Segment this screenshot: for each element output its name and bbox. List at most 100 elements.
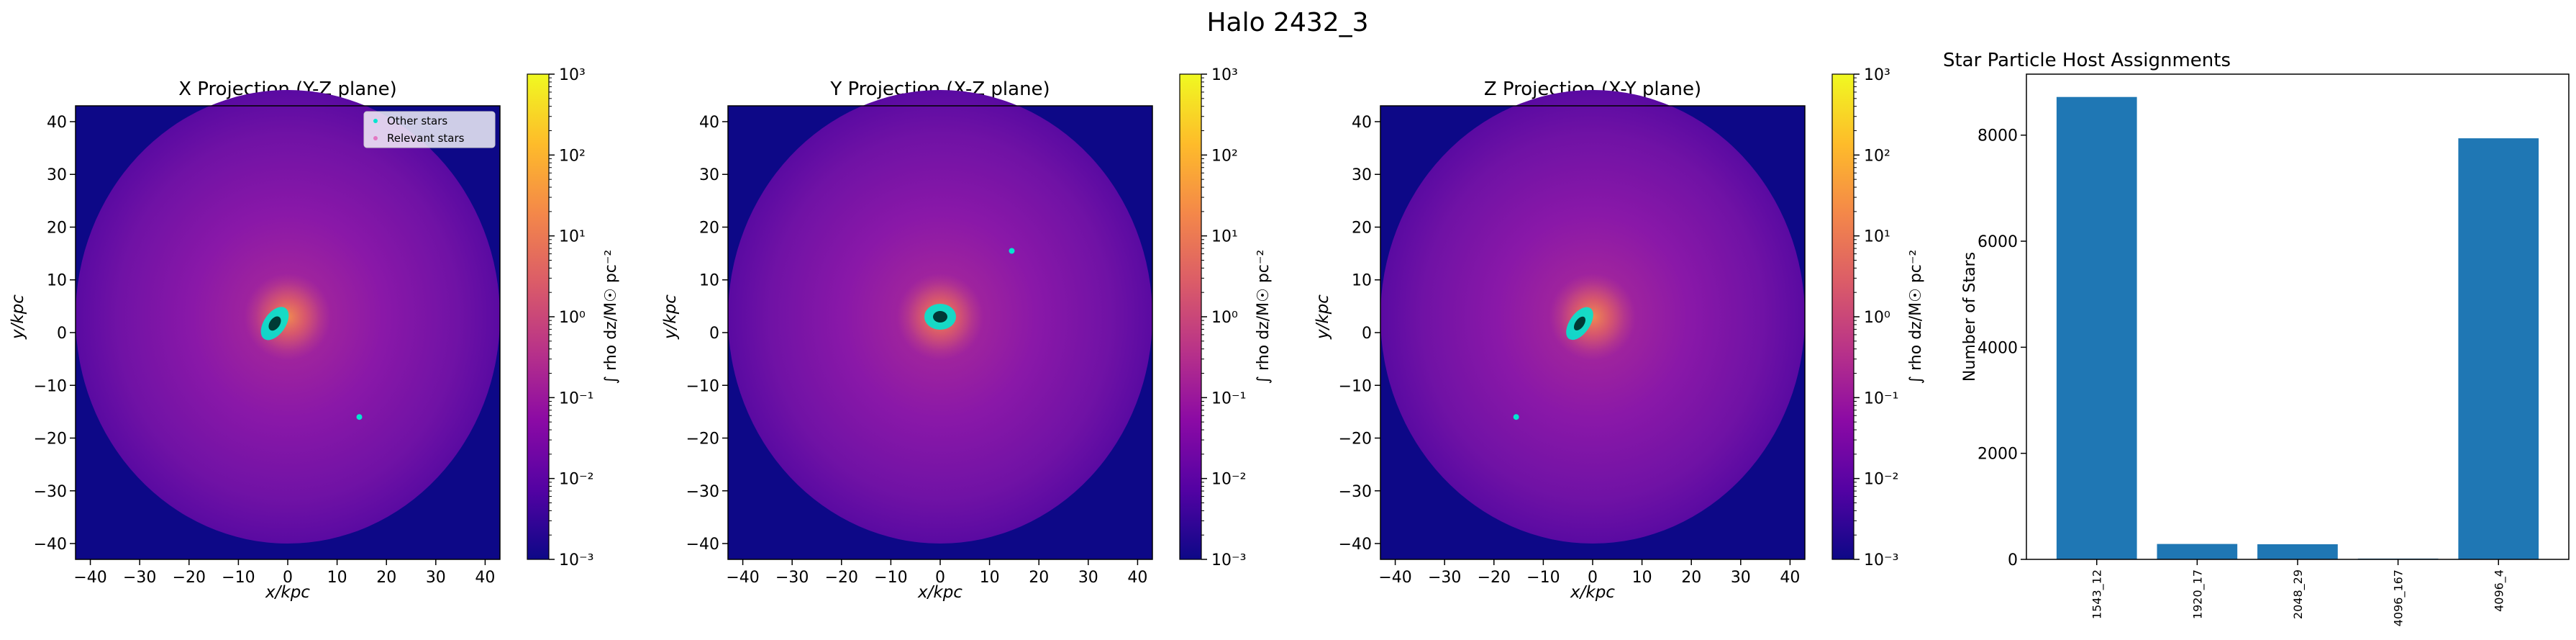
colorbar-tick-label: 10⁻² — [559, 471, 593, 489]
y-tick-label: −20 — [1339, 431, 1372, 449]
colorbar-label: ∫ rho dz/M☉ pc⁻² — [602, 250, 620, 384]
satellite-star-cluster — [356, 414, 363, 420]
x-tick-label: 10 — [327, 569, 347, 587]
y-tick-label: 10 — [699, 272, 719, 290]
y-tick-label: −40 — [1339, 536, 1372, 554]
y-axis-ticks: −40 −30 −20 −10 0 10 20 30 40 — [686, 114, 728, 554]
bar-y-tick-label: 4000 — [1977, 339, 2018, 357]
colorbar-tick-label: 10² — [1211, 147, 1238, 165]
y-tick-label: 20 — [1352, 219, 1372, 237]
y-tick-label: 0 — [709, 325, 719, 343]
y-tick-label: −10 — [1339, 377, 1372, 395]
galaxy-core — [260, 307, 289, 341]
satellite-star-cluster — [1513, 414, 1519, 420]
colorbar-tick-label: 10³ — [1864, 66, 1890, 84]
x-tick-label: 10 — [1632, 569, 1652, 587]
bar-1543_12 — [2056, 96, 2137, 559]
projection-panel-z: Z Projection (X-Y plane) −40 −30 −20 −10 0 10… — [1314, 78, 1806, 602]
density-map — [76, 90, 500, 559]
bar-y-axis-ticks: 0 2000 4000 6000 8000 — [1977, 127, 2026, 569]
bars — [2056, 96, 2539, 560]
y-axis-ticks: −40 −30 −20 −10 0 10 20 30 40 — [34, 114, 76, 554]
legend-label-other-stars: Other stars — [387, 114, 447, 127]
legend-label-relevant-stars: Relevant stars — [387, 132, 465, 145]
y-axis-label: y/kpc — [9, 294, 27, 340]
bar-chart-panel: Star Particle Host Assignments 0 2000 4000… — [1943, 50, 2570, 626]
bar-x-tick-label: 4096_167 — [2392, 569, 2406, 626]
galaxy-core — [1566, 307, 1593, 341]
colorbar-tick-label: 10¹ — [559, 228, 586, 246]
legend-marker-other-stars — [373, 119, 378, 123]
density-map — [728, 90, 1152, 559]
y-tick-label: −20 — [34, 431, 67, 449]
colorbar-z: 10³ 10² 10¹ 10⁰ 10⁻¹ 10⁻² 10⁻³ ∫ rho dz/M☉ pc⁻… — [1831, 66, 1925, 569]
x-tick-label: −10 — [874, 569, 907, 587]
legend-box — [363, 111, 496, 148]
y-tick-label: −40 — [34, 536, 67, 554]
colorbar-gradient — [1179, 73, 1202, 560]
bar-x-tick-label: 1543_12 — [2090, 569, 2105, 619]
x-tick-label: 0 — [1588, 569, 1598, 587]
satellite-star-cluster — [1009, 248, 1015, 254]
colorbar-tick-label: 10⁻³ — [1211, 551, 1246, 569]
x-tick-label: 40 — [475, 569, 495, 587]
x-tick-label: −10 — [1526, 569, 1560, 587]
x-axis-ticks: −40 −30 −20 −10 0 10 20 30 40 — [73, 559, 495, 587]
colorbar-tick-label: 10⁻¹ — [1211, 389, 1246, 407]
x-tick-label: 20 — [1681, 569, 1701, 587]
y-tick-label: −30 — [34, 483, 67, 501]
y-tick-label: −20 — [686, 431, 719, 449]
legend: Other stars Relevant stars — [363, 111, 496, 148]
y-tick-label: −40 — [686, 536, 719, 554]
x-tick-label: 0 — [283, 569, 293, 587]
colorbar-tick-label: 10⁻³ — [1864, 551, 1898, 569]
bar-y-tick-label: 8000 — [1977, 127, 2018, 145]
colorbar-tick-label: 10⁰ — [1864, 309, 1890, 327]
x-tick-label: 30 — [426, 569, 446, 587]
bar-y-tick-label: 0 — [2008, 551, 2018, 569]
projection-panel-x: X Projection (Y-Z plane) −40 −30 −20 −10 0 10… — [9, 78, 501, 602]
colorbar-tick-label: 10² — [1864, 147, 1890, 165]
y-axis-label: y/kpc — [1314, 294, 1332, 340]
x-tick-label: −20 — [1478, 569, 1511, 587]
colorbar-tick-label: 10⁻² — [1211, 471, 1246, 489]
x-tick-label: −40 — [1378, 569, 1411, 587]
colorbar-label: ∫ rho dz/M☉ pc⁻² — [1255, 250, 1273, 384]
colorbar-tick-label: 10² — [559, 147, 586, 165]
y-tick-label: 40 — [1352, 114, 1372, 132]
x-tick-label: −30 — [123, 569, 156, 587]
bar-y-axis-label: Number of Stars — [1961, 252, 1979, 382]
bar-x-axis-ticks: 1543_12 1920_17 2048_29 4096_167 4096_4 — [2090, 559, 2506, 626]
y-tick-label: −10 — [34, 377, 67, 395]
y-tick-label: 0 — [57, 325, 67, 343]
colorbar-tick-label: 10⁰ — [559, 309, 586, 327]
y-tick-label: 10 — [1352, 272, 1372, 290]
x-tick-label: 30 — [1731, 569, 1751, 587]
colorbar-ticks: 10³ 10² 10¹ 10⁰ 10⁻¹ 10⁻² 10⁻³ — [1201, 66, 1246, 569]
bar-y-tick-label: 2000 — [1977, 446, 2018, 464]
legend-marker-relevant-stars — [373, 136, 378, 140]
x-axis-ticks: −40 −30 −20 −10 0 10 20 30 40 — [1378, 559, 1800, 587]
y-tick-label: 30 — [699, 166, 719, 184]
x-axis-label: x/kpc — [917, 583, 962, 602]
figure-title: Halo 2432_3 — [1206, 8, 1368, 37]
y-tick-label: 30 — [47, 166, 67, 184]
y-axis-ticks: −40 −30 −20 −10 0 10 20 30 40 — [1339, 114, 1380, 554]
colorbar-ticks: 10³ 10² 10¹ 10⁰ 10⁻¹ 10⁻² 10⁻³ — [549, 66, 593, 569]
x-tick-label: 10 — [980, 569, 1000, 587]
x-tick-label: 20 — [376, 569, 396, 587]
colorbar-ticks: 10³ 10² 10¹ 10⁰ 10⁻¹ 10⁻² 10⁻³ — [1854, 66, 1898, 569]
y-tick-label: −30 — [1339, 483, 1372, 501]
bar-x-tick-label: 2048_29 — [2291, 569, 2306, 619]
y-tick-label: 20 — [699, 219, 719, 237]
x-tick-label: −10 — [222, 569, 255, 587]
colorbar-tick-label: 10³ — [1211, 66, 1238, 84]
x-tick-label: 40 — [1127, 569, 1147, 587]
density-map — [1380, 90, 1805, 559]
colorbar-label: ∫ rho dz/M☉ pc⁻² — [1907, 250, 1925, 384]
x-tick-label: 40 — [1780, 569, 1800, 587]
colorbar-tick-label: 10⁻³ — [559, 551, 593, 569]
colorbar-y: 10³ 10² 10¹ 10⁰ 10⁻¹ 10⁻² 10⁻³ ∫ rho dz/M☉ pc⁻… — [1179, 66, 1273, 569]
x-tick-label: −20 — [825, 569, 858, 587]
